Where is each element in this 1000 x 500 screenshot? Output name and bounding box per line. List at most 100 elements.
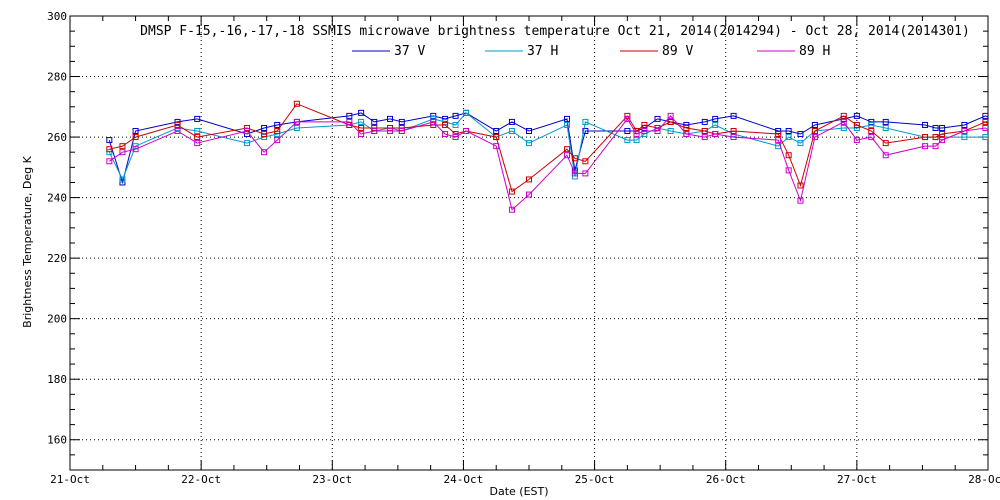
data-point: [508, 118, 515, 125]
x-tick-label: 27-Oct: [837, 473, 877, 486]
data-point: [261, 131, 268, 138]
data-point: [261, 124, 268, 131]
data-point: [785, 152, 792, 159]
data-point: [701, 134, 708, 141]
data-point: [442, 131, 449, 138]
data-point: [939, 137, 946, 144]
axis-layer: 160 180 200 220 240 260 280 300 21-Oct 22-Oct 23-O…: [47, 10, 1000, 486]
data-point: [683, 124, 690, 131]
data-point: [293, 124, 300, 131]
data-point: [508, 128, 515, 135]
data-point: [106, 146, 113, 153]
x-tick-label: 21-Oct: [50, 473, 90, 486]
data-point: [358, 124, 365, 131]
data-point: [868, 128, 875, 135]
data-point: [853, 112, 860, 119]
data-point: [293, 118, 300, 125]
data-point: [106, 137, 113, 144]
data-point: [274, 137, 281, 144]
data-point: [982, 118, 988, 125]
y-tick-label: 240: [47, 192, 67, 205]
data-point: [982, 124, 988, 131]
legend-item: 89 V: [620, 44, 693, 59]
data-point: [853, 137, 860, 144]
data-point: [641, 128, 648, 135]
data-point: [701, 118, 708, 125]
y-tick-label: 160: [47, 434, 67, 447]
data-point: [132, 143, 139, 150]
series-line: [109, 115, 988, 211]
data-point: [982, 112, 988, 119]
data-point: [261, 134, 268, 141]
x-tick-label: 23-Oct: [312, 473, 352, 486]
data-point: [811, 121, 818, 128]
data-point: [624, 115, 631, 122]
grid-layer: [70, 16, 988, 470]
data-point: [194, 140, 201, 147]
data-point: [386, 115, 393, 122]
data-point: [526, 176, 532, 183]
data-point: [840, 118, 847, 125]
data-point: [712, 131, 719, 138]
data-point: [564, 121, 571, 128]
data-point: [293, 100, 300, 107]
data-point: [452, 112, 459, 119]
data-point: [582, 158, 589, 165]
data-point: [564, 152, 571, 159]
y-axis-title: Brightness Temperature, Deg K: [21, 155, 34, 327]
data-point: [452, 134, 459, 141]
data-point: [633, 137, 640, 144]
data-point: [840, 112, 847, 119]
data-point: [386, 128, 393, 135]
data-point: [174, 118, 181, 125]
data-point: [571, 155, 578, 162]
data-point: [654, 115, 661, 122]
data-point: [961, 128, 968, 135]
data-point: [582, 128, 589, 135]
data-point: [119, 143, 126, 150]
y-tick-label: 180: [47, 373, 67, 386]
data-point: [463, 128, 470, 135]
data-point: [624, 128, 631, 135]
data-point: [274, 131, 281, 138]
data-point: [132, 134, 139, 141]
data-point: [922, 121, 929, 128]
data-point: [194, 134, 201, 141]
data-point: [712, 115, 719, 122]
data-point: [244, 140, 251, 147]
data-point: [939, 124, 946, 131]
data-point: [194, 115, 201, 122]
data-point: [119, 149, 126, 156]
data-point: [641, 131, 648, 138]
data-point: [493, 128, 500, 135]
data-point: [261, 149, 268, 156]
data-point: [358, 131, 365, 138]
y-tick-label: 220: [47, 252, 67, 265]
data-point: [624, 137, 631, 144]
data-point: [667, 128, 674, 135]
x-tick-label: 25-Oct: [575, 473, 615, 486]
y-tick-label: 260: [47, 131, 67, 144]
data-point: [358, 118, 365, 125]
legend-label: 37 H: [527, 44, 558, 59]
data-point: [730, 134, 737, 141]
data-point: [174, 121, 181, 128]
data-point: [882, 152, 889, 159]
data-point: [244, 128, 251, 135]
data-point: [730, 128, 737, 135]
data-point: [797, 182, 804, 189]
data-point: [174, 128, 181, 135]
data-point: [797, 140, 804, 147]
chart-title: DMSP F-15,-16,-17,-18 SSMIS microwave br…: [140, 24, 970, 39]
data-point: [683, 131, 690, 138]
data-point: [274, 128, 281, 135]
data-point: [982, 134, 988, 141]
legend-label: 89 H: [799, 44, 830, 59]
legend-item: 37 H: [485, 44, 558, 59]
data-point: [785, 128, 792, 135]
data-point: [667, 118, 674, 125]
data-point: [712, 121, 719, 128]
data-point: [932, 143, 939, 150]
data-point: [882, 140, 889, 147]
